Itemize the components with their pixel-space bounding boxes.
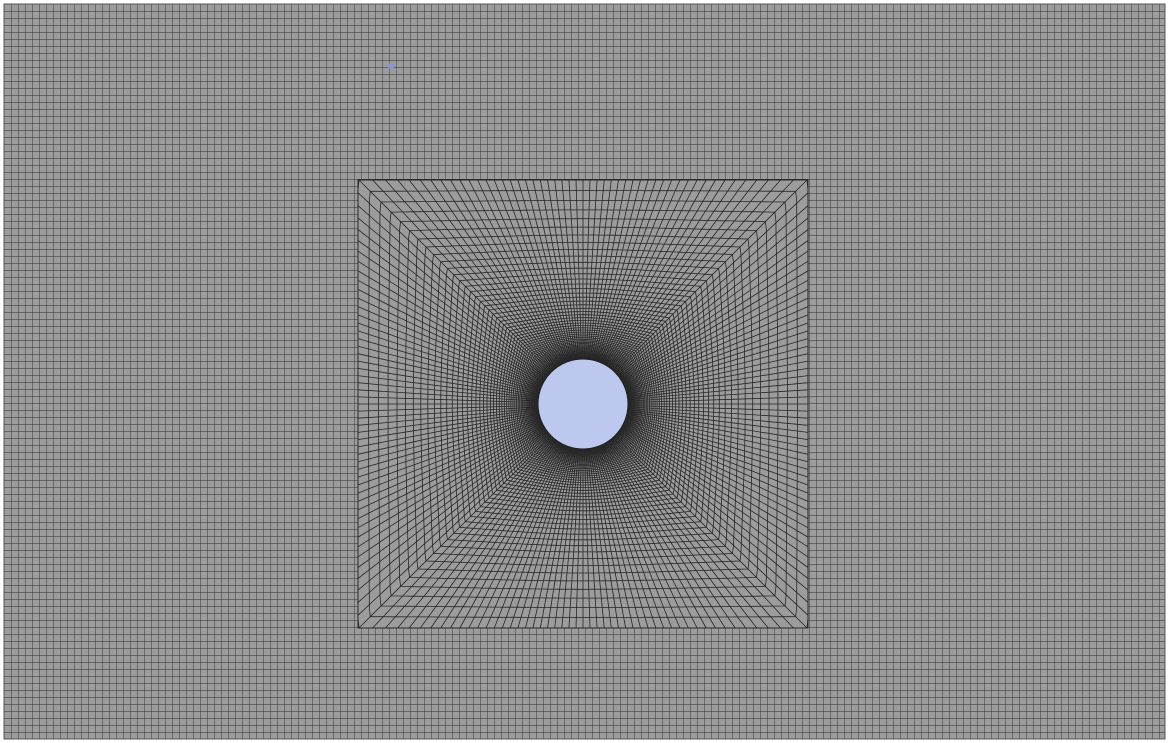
ring-line [475, 296, 691, 512]
ring-line [498, 320, 668, 488]
ring-line [523, 344, 643, 464]
o-grid [357, 179, 809, 629]
ring-line [378, 200, 788, 608]
ring-line [516, 337, 650, 471]
ring-line [536, 357, 630, 451]
ring-line [466, 288, 700, 520]
ring-line [440, 261, 726, 547]
ring-line [387, 209, 779, 599]
ring-line [483, 304, 683, 504]
ring-line [532, 353, 634, 455]
ring-line [524, 345, 642, 463]
ring-line [529, 350, 637, 458]
ring-line [451, 273, 715, 535]
ring-line [530, 351, 636, 457]
ring-line [457, 278, 709, 530]
ring-line [529, 350, 637, 458]
ring-line [535, 356, 631, 452]
ring-line [396, 218, 770, 590]
ring-line [493, 314, 673, 494]
ring-line [519, 340, 647, 468]
ring-line [506, 327, 660, 481]
ring-line [536, 357, 630, 451]
ring-line [462, 283, 704, 525]
ring-line [434, 255, 732, 553]
ring-line [486, 307, 680, 501]
ring-line [420, 242, 746, 566]
ring-line [512, 333, 654, 475]
cylinder [537, 358, 629, 450]
ring-line [412, 234, 754, 574]
ring-line [368, 190, 798, 618]
ring-line [496, 317, 670, 491]
ring-line [471, 292, 695, 516]
ring-line [525, 346, 641, 462]
ring-line [405, 226, 761, 582]
ring-line [534, 355, 632, 453]
ring-line [533, 354, 633, 454]
ring-line [479, 300, 687, 508]
ring-line [526, 348, 640, 460]
ring-line [427, 248, 739, 560]
ring-line [528, 349, 638, 459]
ring-line [508, 329, 658, 479]
ring-line [522, 343, 644, 465]
ring-line [531, 352, 635, 456]
ring-line [489, 311, 677, 497]
ring-line [501, 322, 665, 486]
ring-line [535, 356, 631, 452]
ring-line [510, 331, 656, 477]
ring-line [517, 338, 649, 470]
ring-line [357, 179, 809, 629]
ring-line [514, 335, 652, 473]
ring-line [503, 325, 663, 483]
ring-line [533, 354, 633, 454]
marker-dot [388, 63, 394, 69]
ring-line [520, 341, 646, 467]
ring-line [446, 267, 720, 541]
